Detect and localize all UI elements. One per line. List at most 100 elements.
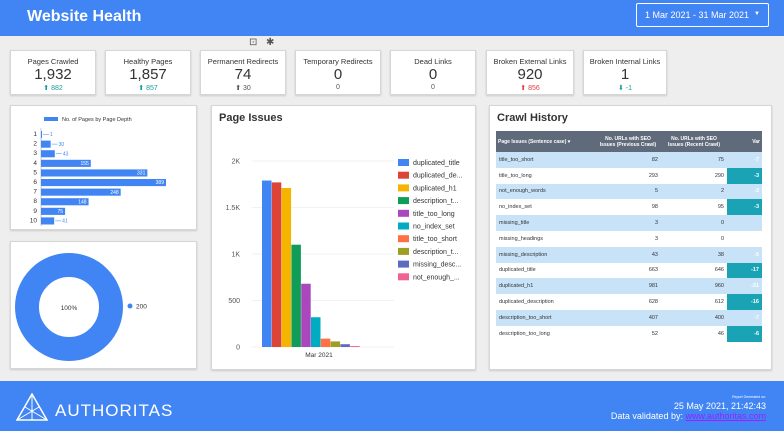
table-cell-var: -7 (727, 309, 762, 326)
table-row[interactable]: description_too_short 407 400 -7 (496, 309, 762, 326)
depth-value-label: 1 (50, 132, 53, 138)
kpi-value: 74 (234, 66, 252, 83)
kpi-delta: ⬆ 882 (11, 84, 95, 92)
kpi-label: Healthy Pages (123, 57, 173, 66)
depth-value-label: 248 (110, 190, 119, 196)
table-cell-recent: 95 (717, 204, 724, 211)
table-cell-recent: 290 (714, 172, 724, 179)
issue-bar[interactable] (320, 338, 331, 347)
table-row[interactable]: missing_title 3 0 (496, 215, 762, 231)
column-header[interactable]: No. URLs with SEO Issues (Recent Crawl) (661, 131, 727, 152)
table-cell-prev: 663 (648, 267, 658, 274)
table-row[interactable]: duplicated_description 628 612 -16 (496, 294, 762, 310)
issue-bar[interactable] (350, 346, 360, 347)
footer-bar: AUTHORITAS Report Generated on: 25 May 2… (0, 381, 784, 431)
table-cell-issue: missing_title (496, 215, 595, 231)
depth-category-label: 6 (33, 179, 37, 186)
table-row[interactable]: duplicated_title 663 646 -17 (496, 262, 762, 279)
legend-label: duplicated_title (413, 160, 460, 167)
depth-bar[interactable] (41, 150, 55, 158)
legend-label: duplicated_de... (413, 173, 462, 180)
table-cell-var: -6 (727, 325, 762, 342)
image-icon[interactable]: ⊡ (249, 37, 258, 48)
date-range-picker[interactable]: 1 Mar 2021 - 31 Mar 2021 ▼ (636, 3, 769, 27)
table-cell-issue: no_index_set (499, 204, 532, 211)
depth-bar[interactable] (41, 217, 55, 225)
table-row[interactable]: no_index_set 98 95 -3 (496, 199, 762, 216)
kpi-card: Dead Links 0 0 (390, 50, 476, 95)
depth-bar[interactable] (41, 169, 148, 177)
issue-bar[interactable] (271, 182, 282, 347)
issue-bar[interactable] (330, 341, 341, 347)
kpi-delta: ⬆ 856 (487, 84, 573, 92)
header-bar: Website Health 1 Mar 2021 - 31 Mar 2021 … (0, 0, 784, 36)
kpi-label: Dead Links (414, 57, 452, 66)
legend-label: title_too_short (413, 236, 457, 243)
crawl-history-card: Crawl History Page Issues (Sentence case… (489, 105, 772, 370)
kpi-delta: 0 (296, 84, 380, 91)
depth-bar[interactable] (41, 198, 89, 206)
kpi-delta: ⬇ -1 (584, 84, 666, 92)
legend-swatch (398, 184, 409, 192)
kpi-card: Temporary Redirects 0 0 (295, 50, 381, 95)
kpi-delta-value: 30 (243, 85, 251, 92)
table-cell-prev: 293 (648, 172, 658, 179)
issue-bar[interactable] (301, 283, 311, 347)
issue-bar[interactable] (281, 187, 292, 347)
table-row[interactable]: title_too_short 82 75 -7 (496, 152, 762, 168)
table-cell-prev: 5 (595, 183, 661, 200)
depth-category-label: 10 (30, 217, 38, 224)
table-row[interactable]: description_too_long 52 46 -6 (496, 325, 762, 342)
legend-swatch (398, 273, 409, 281)
table-cell-var: -3 (727, 167, 762, 184)
table-cell-issue: description_too_short (496, 309, 595, 326)
column-header[interactable]: Var (727, 131, 762, 152)
validated-by: Data validated by: www.authoritas.com (611, 411, 766, 421)
issue-bar[interactable] (311, 317, 321, 347)
kpi-delta-value: 882 (51, 85, 63, 92)
depth-bar[interactable] (41, 179, 166, 187)
table-cell-prev: 98 (651, 204, 658, 211)
table-cell-prev: 82 (595, 152, 661, 168)
validated-link[interactable]: www.authoritas.com (685, 411, 766, 421)
depth-category-label: 2 (33, 141, 37, 148)
table-cell-issue: title_too_short (496, 152, 595, 168)
kpi-label: Permanent Redirects (207, 57, 279, 66)
depth-value-label: 155 (80, 161, 89, 167)
depth-bar[interactable] (41, 207, 66, 215)
table-row[interactable]: duplicated_h1 981 960 -21 (496, 278, 762, 295)
table-row[interactable]: not_enough_words 5 2 -3 (496, 183, 762, 200)
depth-category-label: 8 (33, 198, 37, 205)
brand-name: AUTHORITAS (55, 401, 174, 420)
kpi-delta-value: 856 (528, 85, 540, 92)
legend-label: not_enough_... (413, 274, 460, 281)
kpi-value: 0 (333, 66, 343, 83)
page-issues-title: Page Issues (219, 112, 283, 124)
pie-slice[interactable] (15, 253, 123, 361)
sort-column-header[interactable]: Page Issues (Sentence case) ▾ (496, 131, 595, 152)
issue-bar[interactable] (262, 180, 272, 347)
filter-icon[interactable]: ✱ (266, 37, 275, 48)
table-cell-var: -3 (727, 183, 762, 200)
issue-bar[interactable] (340, 344, 350, 347)
table-cell-prev: 3 (654, 235, 658, 242)
kpi-delta: 0 (391, 84, 475, 91)
table-row[interactable]: missing_headings 3 0 (496, 231, 762, 247)
depth-bar[interactable] (41, 188, 121, 196)
table-cell-prev: 43 (595, 246, 661, 263)
kpi-value: 1,932 (34, 66, 72, 83)
issue-bar[interactable] (291, 244, 301, 347)
column-header[interactable]: No. URLs with SEO Issues (Previous Crawl… (595, 131, 661, 152)
depth-category-label: 3 (33, 150, 37, 157)
table-row[interactable]: title_too_long 293 290 -3 (496, 167, 762, 184)
table-cell-recent: 960 (661, 278, 727, 295)
depth-bar[interactable] (41, 159, 91, 167)
table-cell-issue: duplicated_description (499, 299, 554, 306)
depth-bar[interactable] (41, 140, 51, 148)
chevron-down-icon: ▼ (754, 11, 760, 17)
kpi-label: Broken External Links (493, 57, 567, 66)
table-row[interactable]: missing_description 43 38 -5 (496, 246, 762, 263)
depth-bar[interactable] (41, 131, 42, 139)
table-cell-recent: 646 (714, 267, 724, 274)
depth-value-label: 389 (156, 180, 165, 186)
